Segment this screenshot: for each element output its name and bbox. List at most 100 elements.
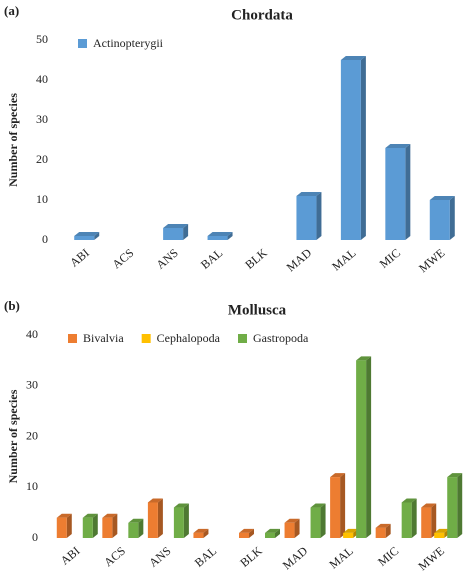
x-tick-label: MAD [280,543,311,572]
chart-title: Mollusca [228,302,287,318]
bar-side [431,503,437,538]
bar [434,532,445,538]
bar-side [316,192,322,240]
bar-top [102,513,118,518]
bar-top [163,224,189,228]
bar-side [249,528,254,538]
bar-top [330,473,346,478]
bar [429,200,450,240]
bar-side [138,518,144,538]
bar-top [343,528,359,533]
bar [375,527,386,538]
panel-label: (b) [4,298,20,313]
y-tick-label: 40 [36,72,48,86]
y-tick-label: 30 [36,112,48,126]
bar [340,60,361,240]
bar [310,507,321,538]
y-tick-label: 30 [26,378,38,392]
y-tick-label: 50 [36,32,48,46]
bar-top [74,232,100,236]
bar-side [157,498,163,538]
x-tick-label: BLK [237,543,265,569]
bar [173,507,184,538]
bar-side [203,528,209,538]
bar [239,532,249,538]
bar-top [56,513,72,518]
panel-label: (a) [4,3,19,18]
bar-top [385,144,411,148]
bar-top [284,518,300,523]
x-tick-label: ABI [67,246,92,270]
y-tick-label: 20 [26,428,38,442]
legend-label: Cephalopoda [157,331,221,345]
x-tick-label: MWE [415,544,446,574]
bar [385,148,406,240]
bar-side [294,518,300,538]
x-tick-label: MAL [326,544,355,572]
bar-side [112,513,118,538]
bar-top [429,196,455,200]
bar [343,532,354,538]
y-tick-label: 0 [32,530,38,544]
y-tick-label: 40 [26,327,38,341]
legend-swatch [78,39,87,48]
x-tick-label: MIC [377,246,403,271]
bar [82,517,93,538]
bar [284,522,295,538]
bar-top [239,528,254,533]
x-tick-label: MAL [329,246,358,274]
x-tick-label: ACS [101,544,128,570]
bar-side [457,473,463,538]
bar [102,517,113,538]
bar-side [183,224,189,240]
x-tick-label: ANS [153,246,180,272]
bar [163,228,184,240]
bar [265,532,275,538]
bar-top [193,528,209,533]
bar-side [183,503,189,538]
legend-label: Gastropoda [253,331,309,345]
bar-top [434,528,450,533]
bar-side [411,498,417,538]
bar [356,360,367,538]
bar-top [207,232,233,236]
bar [74,236,95,240]
bar [56,517,67,538]
bar [193,532,204,538]
x-tick-label: MIC [375,544,401,569]
bar-top [128,518,144,523]
legend-swatch [141,334,151,343]
bar-side [92,513,98,538]
bar-top [340,56,366,60]
bar [421,507,432,538]
bar-top [296,192,322,196]
x-tick-label: MAD [284,245,315,274]
bar-side [227,232,233,240]
x-tick-label: ACS [109,246,136,272]
bar-top [421,503,437,508]
bar-top [356,356,372,361]
bar [128,522,139,538]
bar-side [405,144,411,240]
chart-title: Chordata [231,7,293,23]
x-tick-label: MWE [416,246,447,276]
bar-top [147,498,163,503]
y-axis-label: Number of species [6,389,20,483]
y-tick-label: 0 [42,232,48,246]
x-tick-label: BAL [198,246,225,272]
bar-side [340,473,346,538]
bar-side [66,513,72,538]
bar-top [173,503,189,508]
legend-label: Actinopterygii [93,36,164,50]
bar [296,196,317,240]
y-tick-label: 20 [36,152,48,166]
bar-top [401,498,417,503]
x-tick-label: BAL [192,544,219,570]
bar [330,477,341,538]
x-tick-label: BLK [242,245,270,271]
bar-top [375,523,391,528]
bar [147,502,158,538]
bar-side [449,196,455,240]
